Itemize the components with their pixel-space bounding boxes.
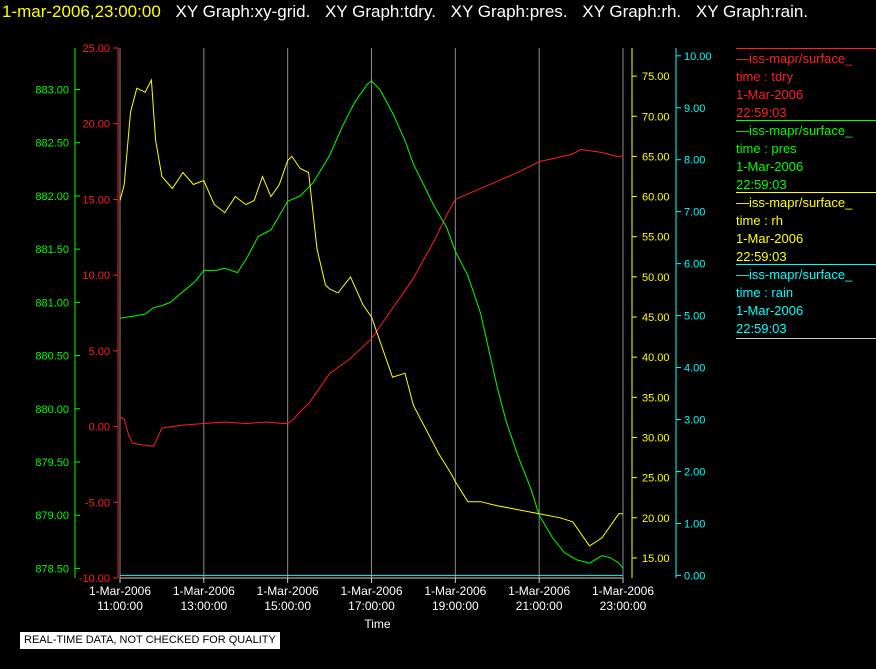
- legend-source: —iss-mapr/surface_: [736, 267, 853, 282]
- rain-axis-tick-label: 5.00: [684, 311, 705, 323]
- tdry-axis-tick-label: -10.00: [79, 573, 110, 585]
- legend-date: 1-Mar-2006: [736, 87, 804, 102]
- tdry-axis-tick-label: 20.00: [82, 119, 110, 131]
- x-tick-label-date: 1-Mar-2006: [257, 584, 319, 598]
- rh-axis-tick-label: 15.00: [642, 553, 670, 565]
- x-tick-label-time: 11:00:00: [97, 599, 143, 613]
- rain-axis-tick-label: 8.00: [684, 155, 705, 167]
- legend-separator: [736, 264, 876, 265]
- rain-axis-tick-label: 0.00: [684, 570, 705, 582]
- legend-date: 1-Mar-2006: [736, 303, 804, 318]
- rh-axis-tick-label: 50.00: [642, 272, 670, 284]
- legend-field: time : rh: [736, 213, 783, 228]
- legend-time: 22:59:03: [736, 249, 787, 264]
- legend-time: 22:59:03: [736, 321, 787, 336]
- rh-axis-tick-label: 45.00: [642, 312, 670, 324]
- graph-tab-tdry[interactable]: XY Graph:tdry.: [325, 2, 436, 21]
- rain-axis-tick-label: 3.00: [684, 415, 705, 427]
- graph-tab-pres[interactable]: XY Graph:pres.: [450, 2, 568, 21]
- x-tick-label-time: 21:00:00: [516, 599, 563, 613]
- rh-axis-tick-label: 35.00: [642, 392, 670, 404]
- rain-axis-tick-label: 4.00: [684, 363, 705, 375]
- pres-axis-tick-label: 880.00: [35, 404, 69, 416]
- legend-source: —iss-mapr/surface_: [736, 123, 853, 138]
- x-tick-label-date: 1-Mar-2006: [173, 584, 235, 598]
- legend-separator: [736, 338, 876, 339]
- series-line-pres: [119, 80, 624, 569]
- timestamp: 1-mar-2006,23:00:00: [2, 2, 161, 21]
- pres-axis-tick-label: 880.50: [35, 351, 69, 363]
- rh-axis-tick-label: 20.00: [642, 513, 670, 525]
- tdry-axis-tick-label: -5.00: [85, 497, 110, 509]
- rh-axis-tick-label: 55.00: [642, 232, 670, 244]
- tdry-axis-tick-label: 5.00: [89, 346, 110, 358]
- legend-tdry: —iss-mapr/surface_ time : tdry 1-Mar-200…: [736, 48, 876, 122]
- x-tick-label-date: 1-Mar-2006: [89, 584, 151, 598]
- legend-source: —iss-mapr/surface_: [736, 51, 853, 66]
- legend-rain: —iss-mapr/surface_ time : rain 1-Mar-200…: [736, 264, 876, 340]
- legend-source: —iss-mapr/surface_: [736, 195, 853, 210]
- rh-axis-tick-label: 65.00: [642, 151, 670, 163]
- rh-axis-tick-label: 25.00: [642, 473, 670, 485]
- legend-time: 22:59:03: [736, 105, 787, 120]
- rh-axis-tick-label: 70.00: [642, 111, 670, 123]
- x-axis-label: Time: [364, 617, 391, 631]
- x-tick-label-time: 15:00:00: [264, 599, 311, 613]
- series-line-tdry: [119, 148, 624, 447]
- legend-rh: —iss-mapr/surface_ time : rh 1-Mar-2006 …: [736, 192, 876, 266]
- rain-axis-tick-label: 10.00: [684, 51, 712, 63]
- pres-axis-tick-label: 881.50: [35, 244, 69, 256]
- rain-axis-tick-label: 9.00: [684, 103, 705, 115]
- pres-axis-tick-label: 879.50: [35, 457, 69, 469]
- x-tick-label-date: 1-Mar-2006: [340, 584, 402, 598]
- pres-axis-tick-label: 882.50: [35, 138, 69, 150]
- legend-separator: [736, 192, 876, 193]
- graph-tab-rh[interactable]: XY Graph:rh.: [582, 2, 682, 21]
- pres-axis-tick-label: 879.00: [35, 510, 69, 522]
- legend-separator: [736, 120, 876, 121]
- legend-field: time : pres: [736, 141, 797, 156]
- rh-axis-tick-label: 40.00: [642, 352, 670, 364]
- legend-date: 1-Mar-2006: [736, 231, 804, 246]
- rain-axis-tick-label: 2.00: [684, 466, 705, 478]
- graph-tab-rain[interactable]: XY Graph:rain.: [695, 2, 809, 21]
- series-line-rh: [119, 78, 623, 547]
- legend-time: 22:59:03: [736, 177, 787, 192]
- legend-separator: [736, 48, 876, 49]
- legend-date: 1-Mar-2006: [736, 159, 804, 174]
- x-tick-label-time: 19:00:00: [432, 599, 479, 613]
- rain-axis-tick-label: 6.00: [684, 259, 705, 271]
- pres-axis-tick-label: 881.00: [35, 297, 69, 309]
- rh-axis-tick-label: 75.00: [642, 71, 670, 83]
- title-bar: 1-mar-2006,23:00:00 XY Graph:xy-grid. XY…: [0, 0, 876, 26]
- x-tick-label-time: 13:00:00: [180, 599, 227, 613]
- x-tick-label-time: 23:00:00: [600, 599, 647, 613]
- tdry-axis-tick-label: 15.00: [82, 194, 110, 206]
- rain-axis-tick-label: 1.00: [684, 518, 705, 530]
- quality-note: REAL-TIME DATA, NOT CHECKED FOR QUALITY: [20, 632, 280, 649]
- legend-field: time : rain: [736, 285, 794, 300]
- tdry-axis-tick-label: 0.00: [89, 422, 110, 434]
- graph-tab-xy-grid[interactable]: XY Graph:xy-grid.: [175, 2, 311, 21]
- legend-pres: —iss-mapr/surface_ time : pres 1-Mar-200…: [736, 120, 876, 194]
- rh-axis-tick-label: 30.00: [642, 432, 670, 444]
- pres-axis-tick-label: 878.50: [35, 563, 69, 575]
- legend-field: time : tdry: [736, 69, 794, 84]
- tdry-axis-tick-label: 10.00: [82, 270, 110, 282]
- pres-axis-tick-label: 882.00: [35, 191, 69, 203]
- x-tick-label-date: 1-Mar-2006: [508, 584, 570, 598]
- rain-axis-tick-label: 7.00: [684, 207, 705, 219]
- rh-axis-tick-label: 60.00: [642, 192, 670, 204]
- tdry-axis-tick-label: 25.00: [82, 43, 110, 55]
- x-tick-label-date: 1-Mar-2006: [592, 584, 654, 598]
- x-tick-label-date: 1-Mar-2006: [424, 584, 486, 598]
- x-tick-label-time: 17:00:00: [348, 599, 395, 613]
- pres-axis-tick-label: 883.00: [35, 85, 69, 97]
